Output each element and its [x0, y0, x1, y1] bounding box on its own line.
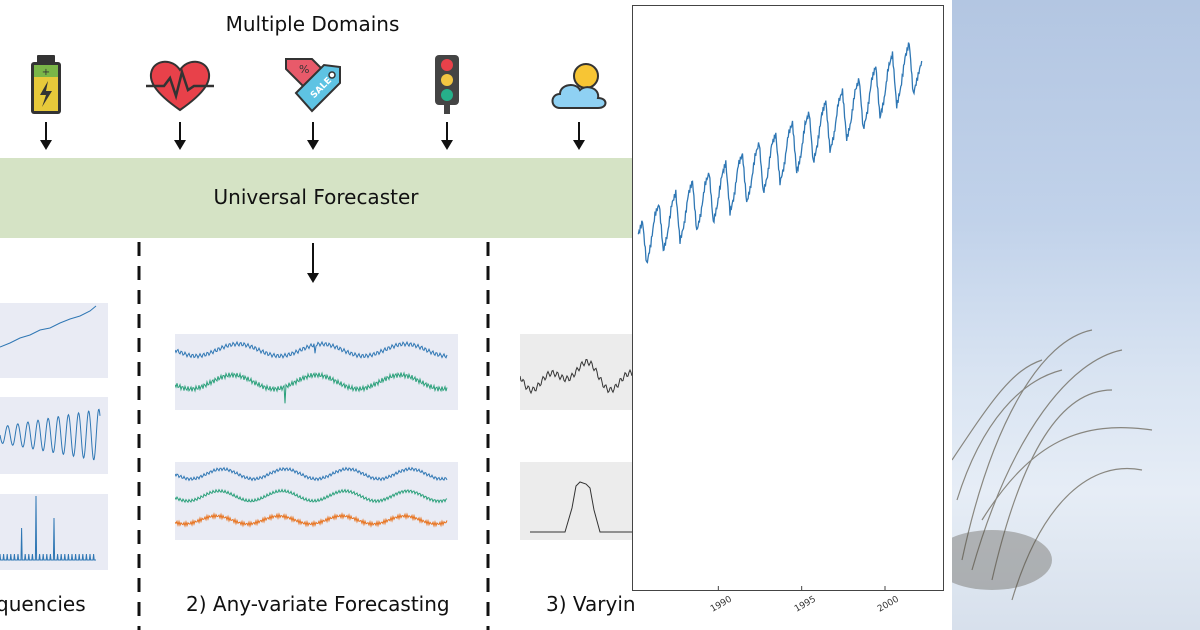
x-tick-label: 2000 [876, 594, 901, 615]
multivariate-panel-three-series [174, 462, 458, 540]
arrow-down-icon [307, 122, 319, 150]
time-series-chart [632, 5, 944, 591]
universal-forecaster-label: Universal Forecaster [213, 185, 419, 209]
multivariate-panel-two-series [174, 334, 458, 410]
series-line [637, 42, 923, 264]
battery-icon: + [31, 55, 61, 114]
snow-grass-photo [932, 0, 1200, 630]
chart-plot [637, 42, 923, 590]
traffic-light-icon [435, 55, 459, 114]
caption-right: 3) Varyin [546, 592, 636, 616]
caption-left: quencies [0, 592, 86, 616]
x-tick-label: 1990 [709, 594, 735, 615]
sale-tag-icon: % SALE [285, 58, 341, 113]
caption-middle: 2) Any-variate Forecasting [186, 592, 450, 616]
weather-icon [551, 63, 607, 109]
arrow-down-icon [307, 243, 319, 283]
svg-text:+: + [42, 67, 50, 78]
diagram-title: Multiple Domains [225, 12, 400, 36]
example-panel-trend [0, 303, 108, 378]
varying-panel-plateau [520, 462, 632, 540]
arrow-down-icon [40, 122, 52, 150]
example-panel-spikes [0, 494, 108, 570]
universal-forecaster-box: Universal Forecaster [0, 158, 632, 238]
section-divider [486, 242, 490, 630]
arrow-down-icon [441, 122, 453, 150]
arrow-down-icon [573, 122, 585, 150]
heart-rate-icon [146, 60, 214, 112]
example-panel-oscillation [0, 397, 108, 474]
x-tick-label: 1995 [792, 594, 818, 615]
svg-text:%: % [299, 63, 309, 76]
varying-panel-wave [519, 334, 633, 410]
section-divider [137, 242, 141, 630]
arrow-down-icon [174, 122, 186, 150]
